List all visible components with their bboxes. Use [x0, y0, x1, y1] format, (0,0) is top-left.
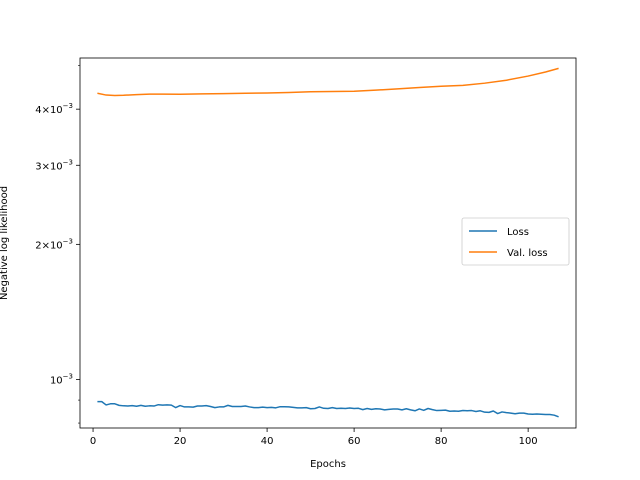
x-axis-ticks: 0 20 40 60 80 100 — [90, 428, 538, 447]
legend: Loss Val. loss — [461, 217, 570, 266]
x-tick-label: 60 — [348, 436, 361, 447]
x-axis-label: Epochs — [310, 459, 346, 470]
plot-frame — [79, 57, 577, 429]
series-layer — [97, 67, 559, 418]
y-tick-label: 10−3 — [50, 373, 73, 387]
y-tick-label: 2×10−3 — [35, 237, 73, 251]
x-tick-label: 100 — [519, 436, 538, 447]
y-tick-label: 3×10−3 — [35, 158, 73, 172]
x-tick-label: 80 — [435, 436, 448, 447]
y-axis-ticks: 10−3 2×10−3 3×10−3 4×10−3 — [35, 65, 80, 424]
legend-box — [461, 217, 570, 266]
y-axis-label: Negative log likelihood — [0, 186, 10, 300]
series-line-loss — [97, 400, 559, 418]
legend-label-val-loss: Val. loss — [507, 248, 548, 259]
x-tick-label: 40 — [261, 436, 274, 447]
series-line-val-loss — [97, 67, 559, 97]
x-tick-label: 20 — [174, 436, 187, 447]
x-tick-label: 0 — [90, 436, 96, 447]
legend-label-loss: Loss — [507, 227, 529, 238]
y-tick-label: 4×10−3 — [35, 102, 73, 116]
